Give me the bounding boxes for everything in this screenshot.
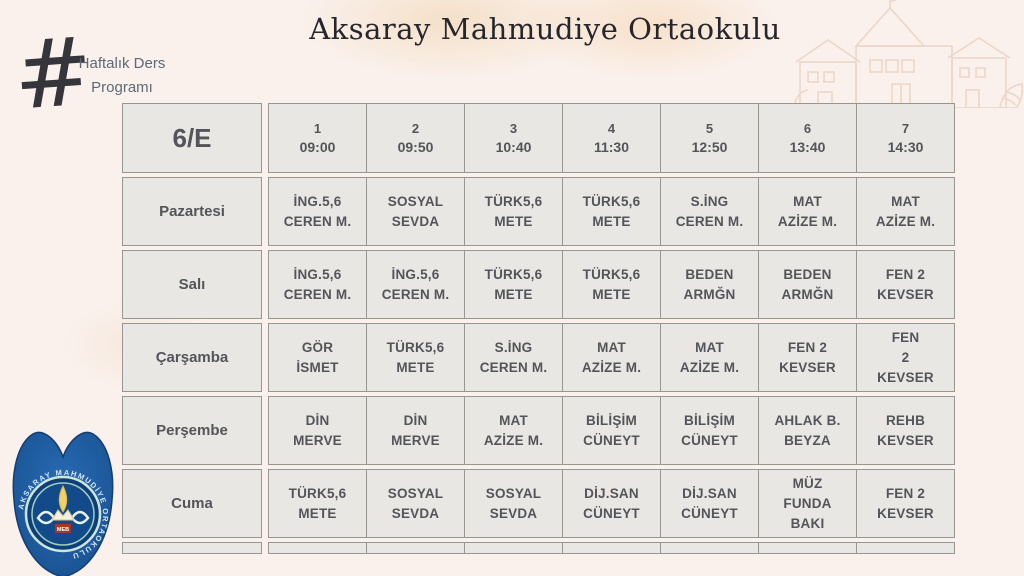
lesson-cell: DİJ.SAN CÜNEYT (562, 469, 661, 538)
period-number: 4 (607, 121, 616, 136)
lesson-cell: FEN 2 KEVSER (856, 323, 955, 392)
period-time: 13:40 (789, 139, 826, 155)
lesson-cell: MÜZ FUNDA BAKI (758, 469, 857, 538)
lesson-cell: SOSYAL SEVDA (366, 469, 465, 538)
cutoff-row (122, 542, 955, 554)
period-header-1: 1 09:00 (268, 103, 367, 173)
subtitle-line-2: Programı (91, 79, 153, 96)
lesson-cell: MAT AZİZE M. (758, 177, 857, 246)
house-sketch-illustration (794, 0, 1024, 108)
lesson-cell: REHB KEVSER (856, 396, 955, 465)
period-number: 1 (313, 121, 322, 136)
page-title: Aksaray Mahmudiye Ortaokulu (309, 12, 781, 46)
header-row: 6/E 1 09:00 2 09:50 3 10:40 4 11:30 5 12:50 6 13:40… (122, 103, 955, 173)
cutoff-cell (856, 542, 955, 554)
lesson-cell: BEDEN ARMĞN (758, 250, 857, 319)
period-number: 7 (901, 121, 910, 136)
lesson-cell: TÜRK5,6 METE (268, 469, 367, 538)
period-number: 2 (411, 121, 420, 136)
lesson-cell: MAT AZİZE M. (660, 323, 759, 392)
lesson-cell: TÜRK5,6 METE (464, 250, 563, 319)
period-header-6: 6 13:40 (758, 103, 857, 173)
day-row-1: Salı İNG.5,6 CEREN M. İNG.5,6 CEREN M. TÜRK… (122, 250, 955, 319)
day-row-4: Cuma TÜRK5,6 METE SOSYAL SEVDA SOSYAL SEVDA… (122, 469, 955, 538)
lesson-cell: TÜRK5,6 METE (366, 323, 465, 392)
lesson-cell: SOSYAL SEVDA (464, 469, 563, 538)
subtitle-line-1: Haftalık Ders (78, 55, 166, 72)
period-time: 09:00 (299, 139, 336, 155)
lesson-cell: S.İNG CEREN M. (660, 177, 759, 246)
period-number: 5 (705, 121, 714, 136)
lesson-cell: DİN MERVE (268, 396, 367, 465)
lesson-cells: İNG.5,6 CEREN M. SOSYAL SEVDA TÜRK5,6 METE… (268, 177, 955, 246)
lesson-cell: FEN 2 KEVSER (856, 469, 955, 538)
cutoff-lessons (268, 542, 955, 554)
day-row-0: Pazartesi İNG.5,6 CEREN M. SOSYAL SEVDA TÜR… (122, 177, 955, 246)
day-row-2: Çarşamba GÖR İSMET TÜRK5,6 METE S.İNG CEREN… (122, 323, 955, 392)
svg-text:MEB: MEB (57, 527, 69, 533)
period-time: 14:30 (887, 139, 924, 155)
period-time: 12:50 (691, 139, 728, 155)
period-number: 6 (803, 121, 812, 136)
day-label: Çarşamba (122, 323, 262, 392)
lesson-cell: BİLİŞİM CÜNEYT (562, 396, 661, 465)
lesson-cell: AHLAK B. BEYZA (758, 396, 857, 465)
period-header-7: 7 14:30 (856, 103, 955, 173)
period-number: 3 (509, 121, 518, 136)
period-header-5: 5 12:50 (660, 103, 759, 173)
cutoff-cell (366, 542, 465, 554)
lesson-cells: TÜRK5,6 METE SOSYAL SEVDA SOSYAL SEVDA DİJ.… (268, 469, 955, 538)
lesson-cell: BEDEN ARMĞN (660, 250, 759, 319)
timetable-body: Pazartesi İNG.5,6 CEREN M. SOSYAL SEVDA TÜR… (122, 177, 955, 554)
page-subtitle: Haftalık Ders Programı (52, 52, 192, 100)
day-row-3: Perşembe DİN MERVE DİN MERVE MAT AZİZE M. Bİ… (122, 396, 955, 465)
period-headers: 1 09:00 2 09:50 3 10:40 4 11:30 5 12:50 6 13:40 7 14:… (268, 103, 955, 173)
lesson-cell: DİJ.SAN CÜNEYT (660, 469, 759, 538)
lesson-cells: GÖR İSMET TÜRK5,6 METE S.İNG CEREN M. MAT A… (268, 323, 955, 392)
lesson-cell: MAT AZİZE M. (856, 177, 955, 246)
lesson-cell: DİN MERVE (366, 396, 465, 465)
lesson-cells: İNG.5,6 CEREN M. İNG.5,6 CEREN M. TÜRK5,6 … (268, 250, 955, 319)
period-time: 11:30 (593, 139, 630, 155)
lesson-cell: SOSYAL SEVDA (366, 177, 465, 246)
period-header-3: 3 10:40 (464, 103, 563, 173)
class-label-cell: 6/E (122, 103, 262, 173)
period-header-4: 4 11:30 (562, 103, 661, 173)
lesson-cell: FEN 2 KEVSER (758, 323, 857, 392)
lesson-cell: TÜRK5,6 METE (562, 177, 661, 246)
cutoff-cell (758, 542, 857, 554)
lesson-cell: BİLİŞİM CÜNEYT (660, 396, 759, 465)
cutoff-day-cell (122, 542, 262, 554)
lesson-cells: DİN MERVE DİN MERVE MAT AZİZE M. BİLİŞİM CÜ… (268, 396, 955, 465)
timetable: 6/E 1 09:00 2 09:50 3 10:40 4 11:30 5 12:50 6 13:40… (122, 103, 955, 558)
lesson-cell: TÜRK5,6 METE (464, 177, 563, 246)
cutoff-cell (464, 542, 563, 554)
day-label: Cuma (122, 469, 262, 538)
lesson-cell: FEN 2 KEVSER (856, 250, 955, 319)
lesson-cell: MAT AZİZE M. (464, 396, 563, 465)
period-time: 09:50 (397, 139, 434, 155)
lesson-cell: MAT AZİZE M. (562, 323, 661, 392)
lesson-cell: TÜRK5,6 METE (562, 250, 661, 319)
lesson-cell: S.İNG CEREN M. (464, 323, 563, 392)
period-header-2: 2 09:50 (366, 103, 465, 173)
day-label: Pazartesi (122, 177, 262, 246)
day-label: Salı (122, 250, 262, 319)
lesson-cell: GÖR İSMET (268, 323, 367, 392)
period-time: 10:40 (495, 139, 532, 155)
cutoff-cell (268, 542, 367, 554)
cutoff-cell (660, 542, 759, 554)
lesson-cell: İNG.5,6 CEREN M. (366, 250, 465, 319)
school-crest-logo: MEB AKSARAY MAHMUDİYE ORTAOKULU (12, 431, 114, 576)
day-label: Perşembe (122, 396, 262, 465)
lesson-cell: İNG.5,6 CEREN M. (268, 250, 367, 319)
lesson-cell: İNG.5,6 CEREN M. (268, 177, 367, 246)
cutoff-cell (562, 542, 661, 554)
